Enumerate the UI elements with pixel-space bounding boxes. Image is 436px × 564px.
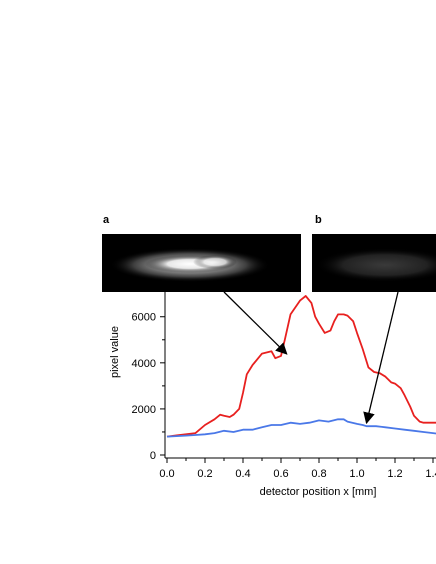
panel-label-b: b xyxy=(315,214,322,226)
x-ticks: 0.0 0.2 0.4 0.6 0.8 1.0 1.2 1.4 xyxy=(159,458,436,480)
y-tick-label: 6000 xyxy=(132,312,156,324)
x-tick-label: 0.6 xyxy=(273,468,288,480)
x-tick-label: 1.0 xyxy=(349,468,364,480)
x-tick-label: 1.2 xyxy=(387,468,402,480)
y-tick-label: 4000 xyxy=(132,358,156,370)
x-tick-label: 0.4 xyxy=(235,468,250,480)
annotation-group xyxy=(223,291,399,425)
series-group xyxy=(166,295,436,438)
y-tick-label: 2000 xyxy=(132,404,156,416)
y-tick-label: 0 xyxy=(150,450,156,462)
x-tick-label: 0.8 xyxy=(311,468,326,480)
series-line-1 xyxy=(166,295,436,438)
x-tick-label: 1.4 xyxy=(425,468,436,480)
x-axis-label: detector position x [mm] xyxy=(260,486,377,498)
x-tick-label: 0.2 xyxy=(197,468,212,480)
y-ticks: 0 2000 4000 6000 xyxy=(132,312,165,462)
detector-image-b xyxy=(312,234,436,292)
series-line-2 xyxy=(166,418,436,438)
y-axis-label: pixel value xyxy=(109,326,121,378)
annotation-arrow-a xyxy=(223,291,288,355)
detector-image-a xyxy=(102,234,301,292)
panel-label-a: a xyxy=(103,214,110,226)
x-tick-label: 0.0 xyxy=(159,468,174,480)
annotation-arrow-b xyxy=(363,291,399,425)
